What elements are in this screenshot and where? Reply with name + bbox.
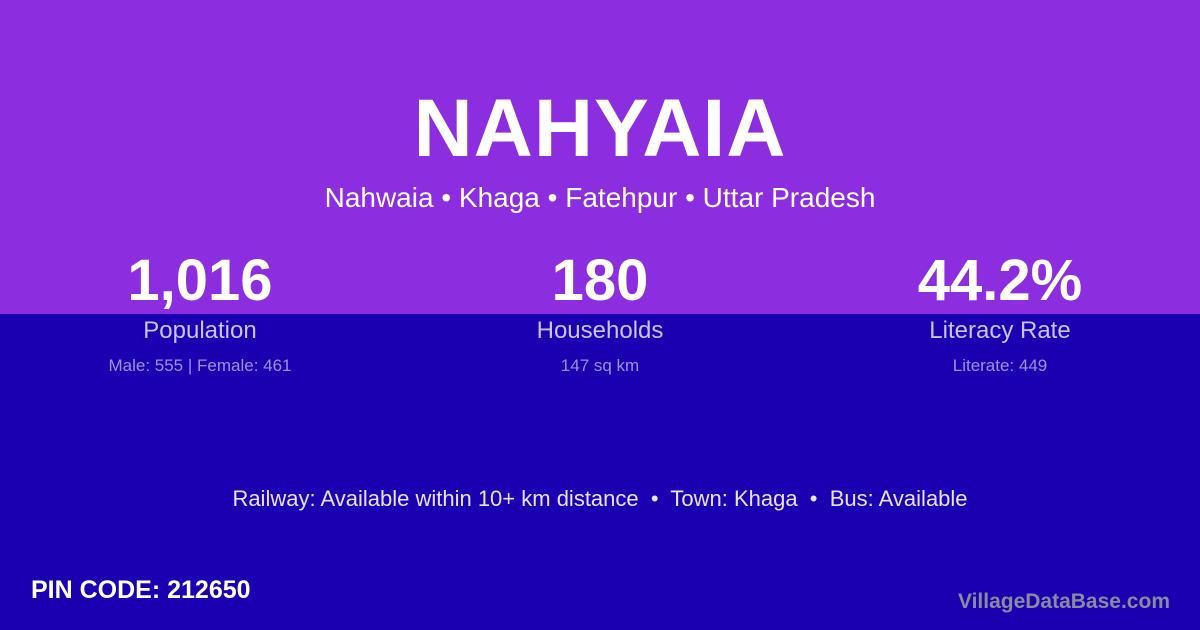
pin-code: PIN CODE: 212650 <box>31 576 251 604</box>
stat-literacy: 44.2% Literacy Rate Literate: 449 <box>800 248 1200 376</box>
stat-value: 1,016 <box>127 248 273 313</box>
stat-label: Population <box>143 317 257 344</box>
stat-label: Literacy Rate <box>929 317 1071 344</box>
stat-detail: Literate: 449 <box>952 356 1048 375</box>
village-title: NAHYAIA <box>413 83 787 174</box>
stat-population: 1,016 Population Male: 555 | Female: 461 <box>0 248 400 376</box>
brand-watermark: VillageDataBase.com <box>957 590 1170 613</box>
header-band <box>0 0 1200 314</box>
stat-detail: Male: 555 | Female: 461 <box>108 356 292 375</box>
stat-label: Households <box>536 317 664 344</box>
location-breadcrumb: Nahwaia • Khaga • Fatehpur • Uttar Prade… <box>324 182 876 213</box>
stat-households: 180 Households 147 sq km <box>400 248 800 376</box>
connectivity-info: Railway: Available within 10+ km distanc… <box>232 486 968 511</box>
stat-value: 180 <box>551 248 649 313</box>
stat-detail: 147 sq km <box>560 356 640 375</box>
stat-value: 44.2% <box>917 248 1083 313</box>
